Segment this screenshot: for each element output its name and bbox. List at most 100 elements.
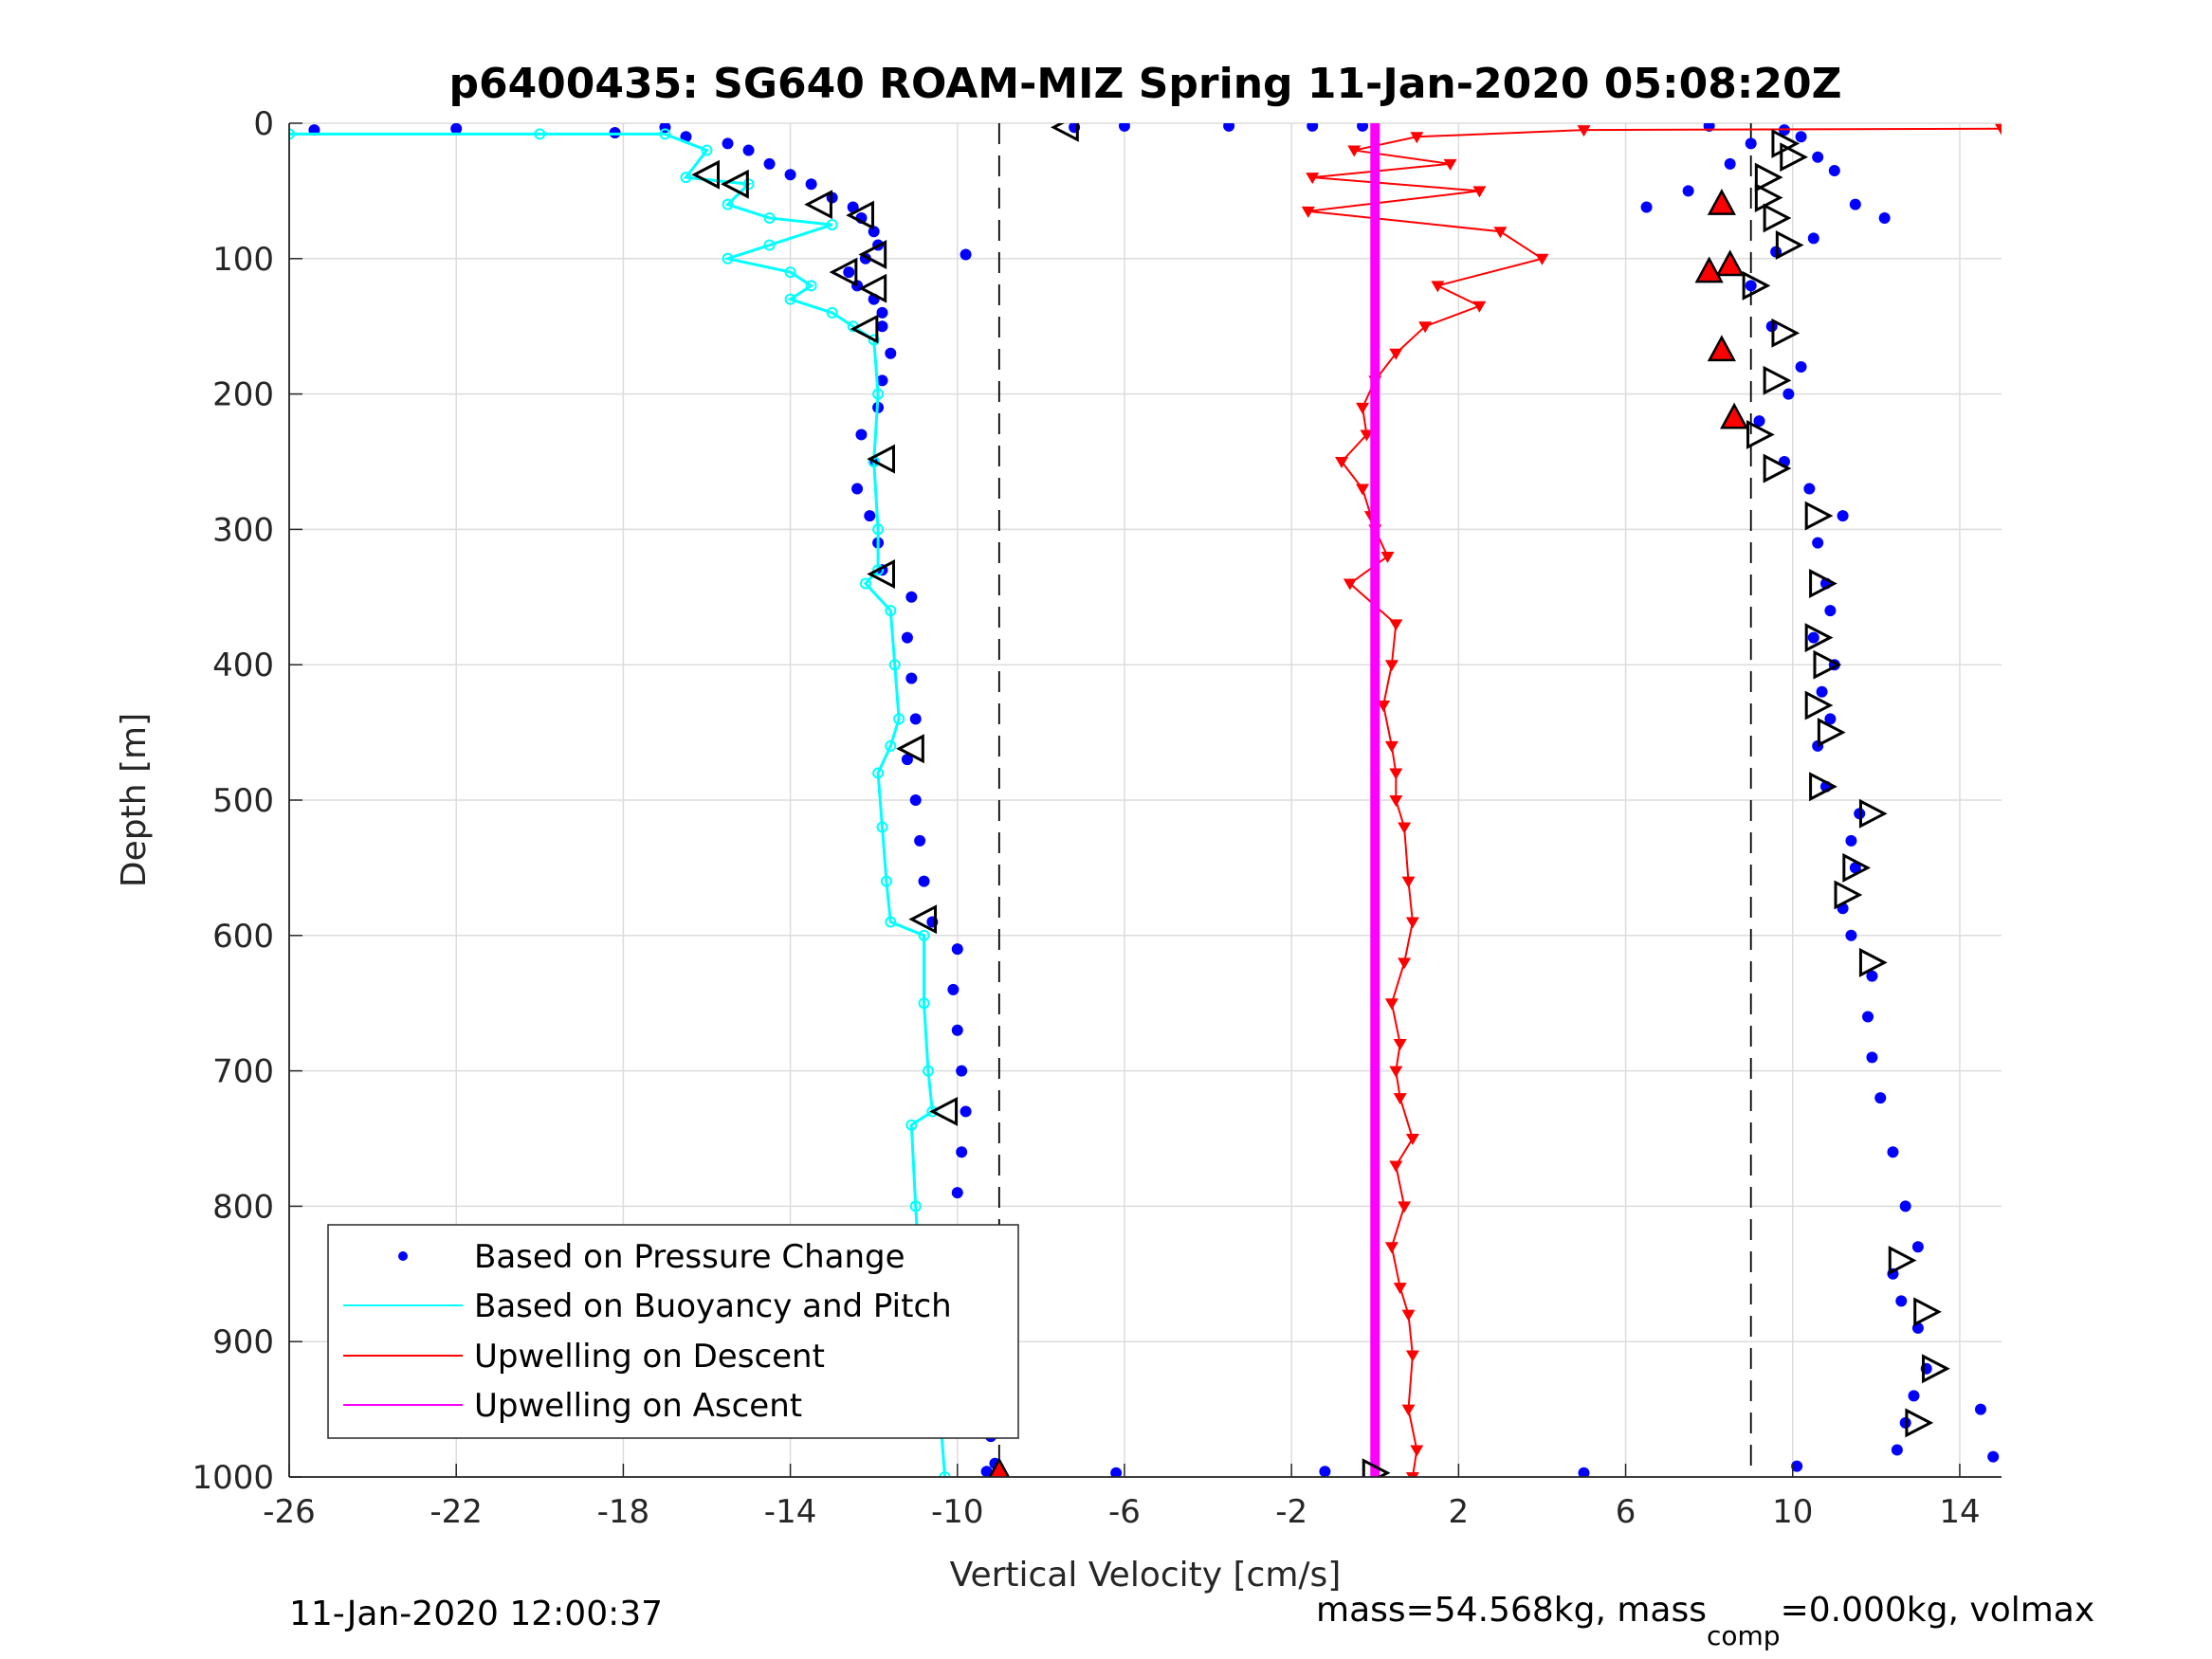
upwelling-descent-point — [1405, 1472, 1419, 1477]
red-triangle-marker — [1715, 249, 1745, 277]
pressure-point — [1824, 713, 1837, 725]
pressure-point — [909, 794, 922, 806]
upwelling-descent-point — [1431, 281, 1445, 293]
pressure-point — [914, 834, 926, 847]
buoyancy-point — [885, 916, 897, 928]
pressure-point — [1845, 929, 1857, 941]
upwelling-descent-point — [1472, 301, 1487, 313]
right-triangle-marker — [1809, 772, 1837, 802]
pressure-point — [864, 510, 876, 522]
upwelling-descent-point — [1393, 1283, 1407, 1295]
pressure-point — [980, 1466, 993, 1477]
x-tick-label: -2 — [1275, 1493, 1307, 1531]
legend-entry: Based on Pressure Change — [474, 1238, 905, 1276]
right-triangle-marker — [1834, 880, 1863, 910]
legend-entry: Based on Buoyancy and Pitch — [474, 1287, 952, 1325]
x-tick-label: -22 — [430, 1493, 483, 1531]
right-triangle-marker — [1742, 270, 1771, 301]
x-tick-label: 14 — [1939, 1493, 1980, 1531]
mass-subscript: comp — [1707, 1620, 1781, 1651]
upwelling-descent-point — [1306, 173, 1320, 185]
y-tick-label: 900 — [212, 1323, 274, 1361]
axes — [288, 122, 2002, 1478]
pressure-point — [905, 672, 918, 684]
pressure-point — [805, 178, 817, 191]
pressure-point — [1812, 537, 1824, 549]
pressure-point — [851, 483, 864, 495]
buoyancy-point — [659, 128, 671, 140]
buoyancy-point — [885, 605, 897, 617]
buoyancy-point — [805, 280, 817, 292]
pressure-point — [1874, 1092, 1887, 1104]
buoyancy-point — [763, 239, 776, 251]
left-triangle-marker — [1051, 123, 1079, 142]
pressure-point — [855, 428, 868, 441]
buoyancy-point — [868, 334, 880, 346]
right-triangle-marker — [1763, 453, 1792, 483]
pressure-point — [1987, 1450, 2000, 1463]
right-triangle-marker — [1817, 718, 1846, 748]
right-triangle-marker — [1813, 649, 1842, 680]
red-triangle-marker — [1694, 256, 1724, 283]
buoyancy-point — [880, 875, 892, 887]
pressure-point — [1745, 280, 1757, 292]
pressure-point — [1845, 834, 1857, 847]
pressure-point — [1974, 1403, 1986, 1415]
x-tick-label: -18 — [597, 1493, 650, 1531]
upwelling-descent-point — [1343, 578, 1357, 591]
buoyancy-point — [926, 1105, 939, 1118]
left-triangle-marker — [867, 559, 895, 589]
upwelling-descent-point — [1360, 429, 1374, 442]
left-triangle-marker — [691, 159, 720, 190]
pressure-point — [1911, 1241, 1924, 1253]
right-triangle-marker — [1888, 1246, 1917, 1275]
legend-entry: Upwelling on Ascent — [474, 1387, 802, 1425]
x-tick-label: -10 — [931, 1493, 984, 1531]
red-triangle-marker — [1707, 335, 1736, 362]
pressure-point — [951, 943, 963, 956]
footer-timestamp: 11-Jan-2020 12:00:37 — [289, 1595, 663, 1633]
right-triangle-marker — [1804, 501, 1834, 531]
pressure-point — [1908, 1390, 1920, 1402]
x-tick-label: -26 — [263, 1493, 316, 1531]
upwelling-descent-point — [1377, 701, 1391, 713]
pressure-point — [1782, 388, 1795, 400]
buoyancy-point — [918, 997, 930, 1010]
pressure-point — [1899, 1200, 1911, 1212]
footer-mass: mass=54.568kg, masscomp=0.000kg, volmax — [1316, 1591, 2094, 1651]
upwelling-descent-point — [1405, 1350, 1419, 1362]
upwelling-descent-point — [1418, 321, 1433, 334]
y-tick-label: 300 — [212, 511, 274, 549]
upwelling-descent-point — [1443, 158, 1457, 171]
buoyancy-point — [784, 293, 796, 305]
pressure-point — [901, 631, 913, 644]
mass-text-rest: =0.000kg, volmax — [1781, 1591, 2095, 1630]
upwelling-descent-point — [1389, 1160, 1403, 1173]
buoyancy-point — [872, 767, 885, 779]
tick-labels: -26 -22 -18 -14 -10 -6 -2 2 6 10 14010020030040050… — [192, 105, 1980, 1531]
upwelling-descent-point — [1577, 125, 1591, 137]
pressure-point — [1357, 123, 1369, 132]
pressure-point — [1724, 157, 1736, 170]
buoyancy-point — [872, 388, 885, 400]
upwelling-descent-point — [1493, 227, 1508, 239]
pressure-point — [1891, 1444, 1903, 1456]
right-triangle-marker — [1780, 142, 1809, 173]
legend: Based on Pressure Change Based on Buoyan… — [327, 1224, 1019, 1439]
right-triangle-marker — [1771, 318, 1801, 348]
y-tick-label: 0 — [253, 105, 274, 143]
buoyancy-point — [876, 821, 888, 833]
x-tick-label: -6 — [1108, 1493, 1141, 1531]
upwelling-descent-point — [1472, 186, 1487, 198]
right-triangle-marker — [1922, 1354, 1950, 1384]
legend-box — [327, 1224, 1019, 1439]
buoyancy-point — [939, 1471, 951, 1477]
pressure-point — [722, 137, 734, 150]
left-triangle-marker — [846, 200, 874, 230]
buoyancy-point — [784, 266, 796, 279]
y-tick-label: 400 — [212, 647, 274, 684]
upwelling-descent-point — [1384, 660, 1398, 672]
upwelling-descent-point — [1401, 1309, 1416, 1322]
red-triangle-marker — [988, 1457, 1011, 1477]
pressure-point — [1682, 185, 1694, 197]
